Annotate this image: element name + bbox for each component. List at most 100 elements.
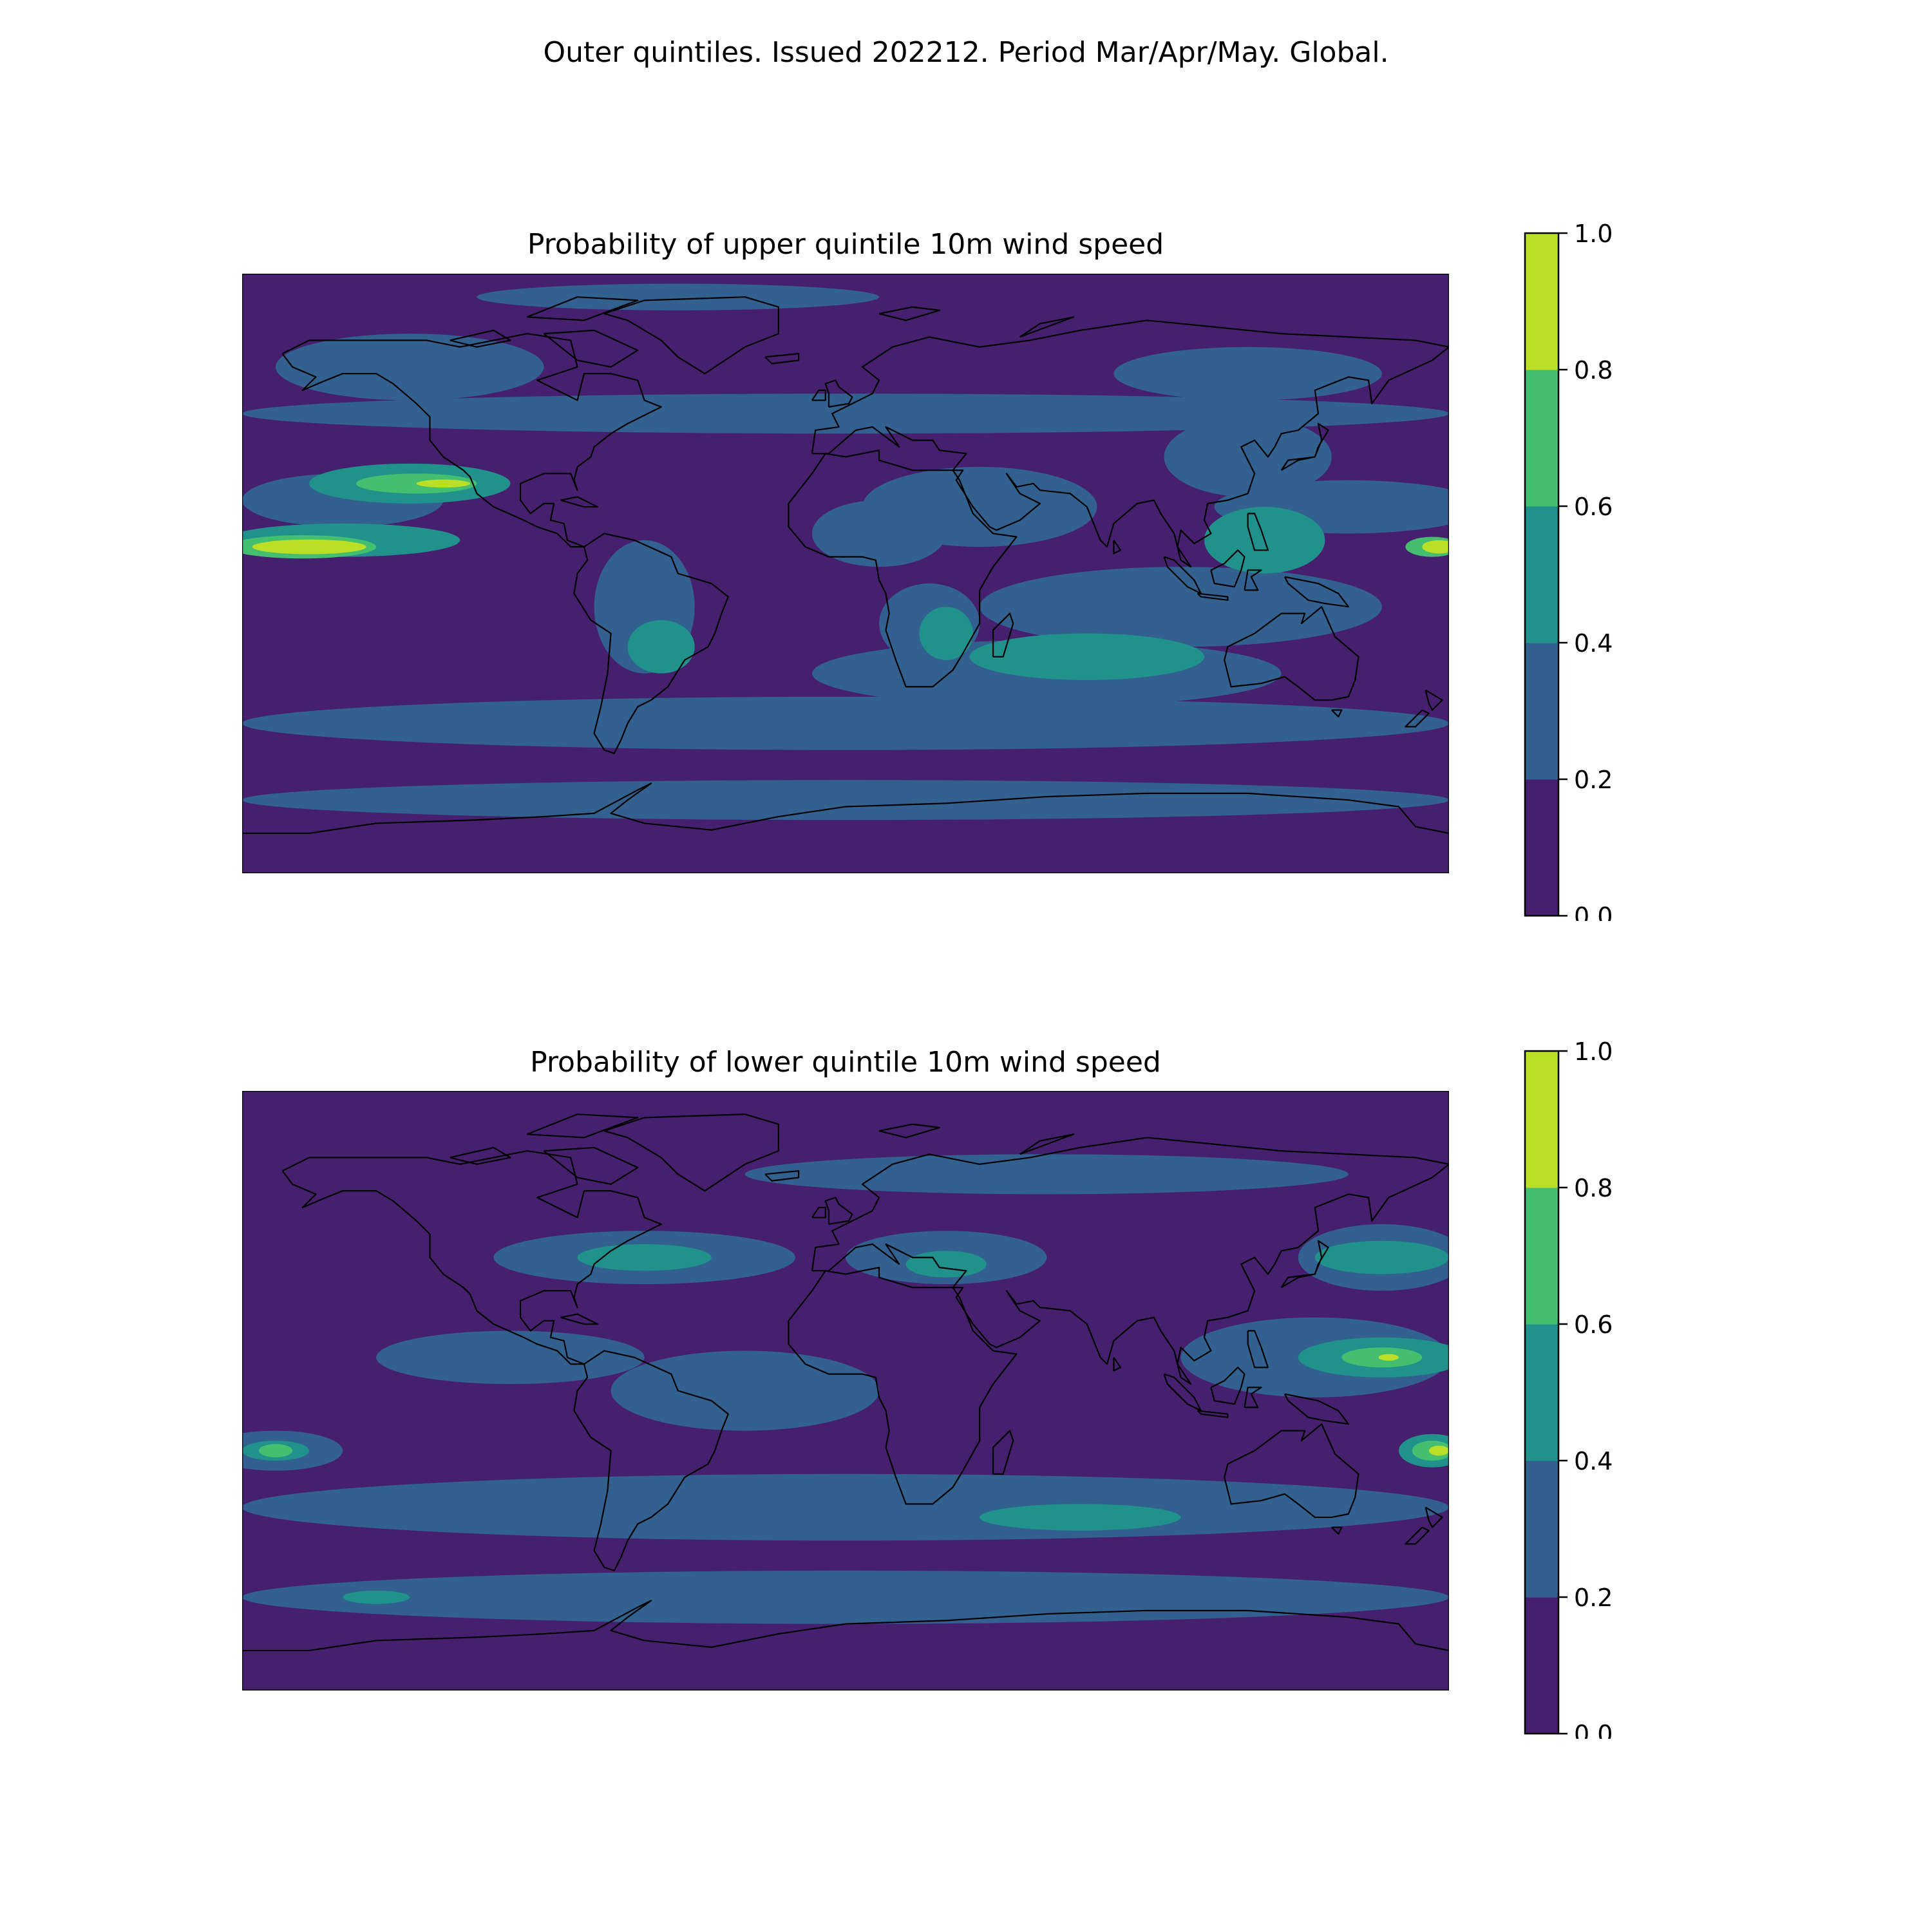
colorbar-tick-label: 1.0 <box>1574 1037 1613 1066</box>
colorbar-tick-label: 0.4 <box>1574 629 1613 658</box>
coastline-novaya-zemlya <box>1020 1134 1074 1154</box>
probability-region <box>343 1590 410 1604</box>
colorbar-tick-label: 0.6 <box>1574 1311 1613 1339</box>
coastline-new-guinea <box>1285 577 1349 607</box>
upper-colorbar: 0.0 0.2 0.4 0.6 0.8 1.0 <box>1520 219 1700 921</box>
colorbar-segment <box>1525 233 1558 370</box>
coastline-iceland <box>765 354 799 364</box>
coastline-greenland <box>604 297 779 374</box>
probability-field <box>242 1154 1449 1624</box>
coastline-new-zealand-s <box>1405 1528 1428 1544</box>
coastline-australia <box>1224 1424 1358 1517</box>
figure-title: Outer quintiles. Issued 202212. Period M… <box>543 36 1389 69</box>
coastline-svalbard <box>879 307 940 321</box>
lower-colorbar: 0.0 0.2 0.4 0.6 0.8 1.0 <box>1520 1037 1700 1739</box>
lower-panel-title: Probability of lower quintile 10m wind s… <box>530 1046 1161 1079</box>
probability-region <box>376 1331 645 1385</box>
colorbar-frame <box>1524 232 1560 917</box>
probability-region <box>242 780 1449 820</box>
probability-region <box>1422 540 1449 554</box>
colorbar-segment <box>1525 643 1558 780</box>
probability-region <box>577 1244 712 1271</box>
probability-region <box>276 334 544 401</box>
coastline-baffin-island <box>544 1148 638 1184</box>
coastline-antarctica <box>242 1600 1449 1671</box>
coastline-sulawesi <box>1244 1387 1261 1407</box>
coastline-madagascar <box>993 614 1013 657</box>
colorbar-tick-label: 0.8 <box>1574 1174 1613 1202</box>
colorbar-tick-label: 1.0 <box>1574 220 1613 248</box>
coastline-great-britain <box>826 381 853 407</box>
probability-region <box>611 1350 880 1431</box>
coastline-ellesmere <box>527 297 638 320</box>
probability-region <box>1314 1240 1449 1274</box>
probability-region <box>1428 1445 1449 1456</box>
probability-region <box>980 567 1382 647</box>
coastline-new-zealand-n <box>1426 690 1443 710</box>
coastline-philippines <box>1248 513 1268 550</box>
coastline-japan <box>1282 424 1329 470</box>
coastline-sulawesi <box>1244 570 1261 590</box>
coastline-ellesmere <box>527 1114 638 1137</box>
coastline-iceland <box>765 1171 799 1181</box>
probability-region <box>1113 346 1382 401</box>
coastline-japan <box>1282 1241 1329 1287</box>
colorbar-segment <box>1525 1051 1558 1188</box>
probability-region <box>252 539 366 554</box>
upper-probability-map <box>242 274 1449 873</box>
coastline-greenland <box>604 1114 779 1191</box>
coastline-tasmania <box>1332 1528 1342 1534</box>
probability-field <box>242 283 1449 820</box>
coastline-philippines <box>1248 1331 1268 1367</box>
colorbar-segment <box>1525 506 1558 643</box>
probability-region <box>627 620 695 674</box>
colorbar-segment <box>1525 779 1558 916</box>
coastline-cuba <box>561 497 598 507</box>
coastlines <box>242 297 1449 853</box>
colorbar-segment <box>1525 1461 1558 1598</box>
probability-region <box>1378 1354 1399 1361</box>
probability-region <box>259 1444 293 1457</box>
coastline-novaya-zemlya <box>1020 317 1074 337</box>
coastline-sri-lanka <box>1113 1358 1120 1371</box>
coastline-new-guinea <box>1285 1394 1349 1425</box>
coastline-new-zealand-n <box>1426 1508 1443 1528</box>
probability-region <box>477 283 880 310</box>
coastline-australia <box>1224 607 1358 700</box>
colorbar-frame <box>1524 1050 1560 1735</box>
coastline-north-america <box>282 1151 661 1364</box>
probability-region <box>242 393 1449 434</box>
upper-panel-title: Probability of upper quintile 10m wind s… <box>527 228 1164 261</box>
colorbar-segment <box>1525 1324 1558 1461</box>
coastline-ireland <box>812 1208 826 1218</box>
coastline-baffin-island <box>544 330 638 367</box>
probability-region <box>242 696 1449 750</box>
coastline-sri-lanka <box>1113 540 1120 554</box>
probability-region <box>416 479 470 488</box>
coastline-java <box>1198 1411 1228 1417</box>
coastline-south-america <box>574 533 728 753</box>
coastline-ireland <box>812 390 826 401</box>
probability-region <box>242 1473 1449 1541</box>
lower-probability-map <box>242 1091 1449 1690</box>
colorbar-segment <box>1525 1188 1558 1325</box>
coastline-victoria-island <box>450 1148 511 1164</box>
colorbar-segment <box>1525 1597 1558 1734</box>
coastlines <box>242 1114 1449 1671</box>
colorbar-tick-label: 0.2 <box>1574 1584 1613 1612</box>
colorbar-tick-label: 0.6 <box>1574 493 1613 521</box>
coastline-antarctica <box>242 783 1449 853</box>
coastline-java <box>1198 594 1228 600</box>
colorbar-tick-label: 0.2 <box>1574 766 1613 794</box>
probability-region <box>919 607 973 660</box>
probability-region <box>969 633 1204 681</box>
probability-region <box>811 500 947 567</box>
coastline-cuba <box>561 1314 598 1325</box>
probability-region <box>242 1570 1449 1624</box>
coastline-north-america <box>282 334 661 547</box>
coastline-tasmania <box>1332 710 1342 717</box>
coastline-great-britain <box>826 1198 853 1224</box>
colorbar-tick-label: 0.0 <box>1574 1720 1613 1739</box>
coastline-svalbard <box>879 1124 940 1138</box>
coastline-victoria-island <box>450 330 511 347</box>
